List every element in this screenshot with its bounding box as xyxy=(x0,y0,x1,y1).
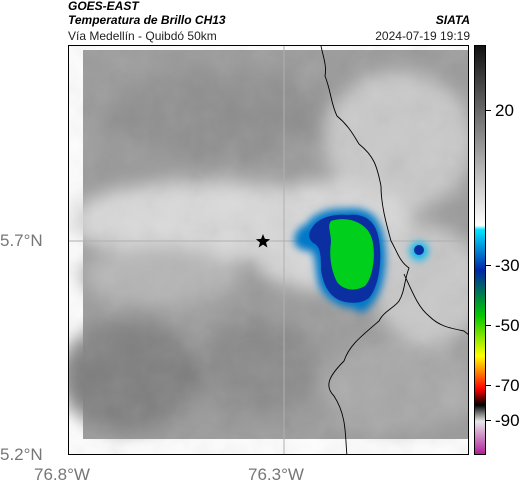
cb-label-m70: -70 xyxy=(495,376,520,395)
y-label-5.7n: 5.7°N xyxy=(0,231,43,250)
cb-tick-20 xyxy=(486,110,491,111)
temperature-colorbar xyxy=(474,45,486,455)
cb-label-m30: -30 xyxy=(495,256,520,275)
timestamp-label: 2024-07-19 19:19 xyxy=(375,29,470,43)
cb-tick-m70 xyxy=(486,385,491,386)
brightness-temperature-field xyxy=(69,50,468,439)
x-label-76.3w: 76.3°W xyxy=(248,465,304,484)
cb-label-20: 20 xyxy=(495,101,514,120)
product-title: Temperatura de Brillo CH13 xyxy=(68,13,226,27)
city-marker xyxy=(255,234,271,248)
map-canvas xyxy=(69,46,468,454)
boundary-lines xyxy=(320,46,468,454)
cb-label-m90: -90 xyxy=(495,411,520,430)
cb-tick-m50 xyxy=(486,325,491,326)
cb-label-m50: -50 xyxy=(495,316,520,335)
region-label: Vía Medellín - Quibdó 50km xyxy=(68,29,217,43)
org-label: SIATA xyxy=(435,13,470,27)
y-label-5.2n: 5.2°N xyxy=(0,445,43,464)
satellite-label: GOES-EAST xyxy=(68,0,139,13)
cb-tick-m90 xyxy=(486,420,491,421)
cb-tick-m30 xyxy=(486,265,491,266)
map-panel[interactable] xyxy=(68,45,469,455)
x-label-76.8w: 76.8°W xyxy=(34,465,90,484)
star-icon xyxy=(255,234,271,248)
convective-cloud-cell xyxy=(294,208,428,313)
